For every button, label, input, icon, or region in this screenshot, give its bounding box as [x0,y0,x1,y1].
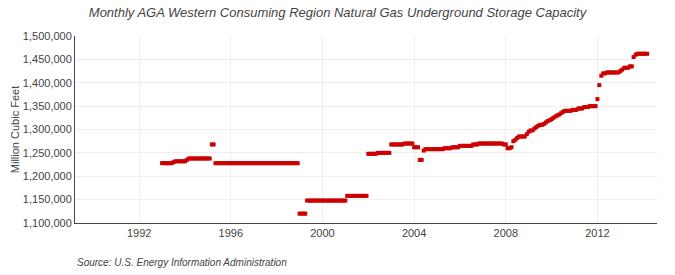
svg-text:1,200,000: 1,200,000 [23,170,72,182]
svg-text:2012: 2012 [585,227,609,239]
svg-text:1,500,000: 1,500,000 [23,30,72,42]
svg-text:1,400,000: 1,400,000 [23,77,72,89]
svg-text:1996: 1996 [219,227,243,239]
svg-text:Million Cubic Feet: Million Cubic Feet [9,86,21,173]
svg-text:1992: 1992 [127,227,151,239]
svg-text:1,150,000: 1,150,000 [23,193,72,205]
svg-text:1,350,000: 1,350,000 [23,100,72,112]
svg-text:1,100,000: 1,100,000 [23,217,72,229]
svg-text:2000: 2000 [310,227,334,239]
svg-text:2004: 2004 [402,227,426,239]
svg-text:1,250,000: 1,250,000 [23,147,72,159]
svg-text:2008: 2008 [494,227,518,239]
svg-text:1,450,000: 1,450,000 [23,53,72,65]
svg-text:1,300,000: 1,300,000 [23,123,72,135]
svg-text:Source: U.S. Energy Informatio: Source: U.S. Energy Information Administ… [77,257,287,268]
svg-text:Monthly AGA Western Consuming: Monthly AGA Western Consuming Region Nat… [89,5,588,20]
